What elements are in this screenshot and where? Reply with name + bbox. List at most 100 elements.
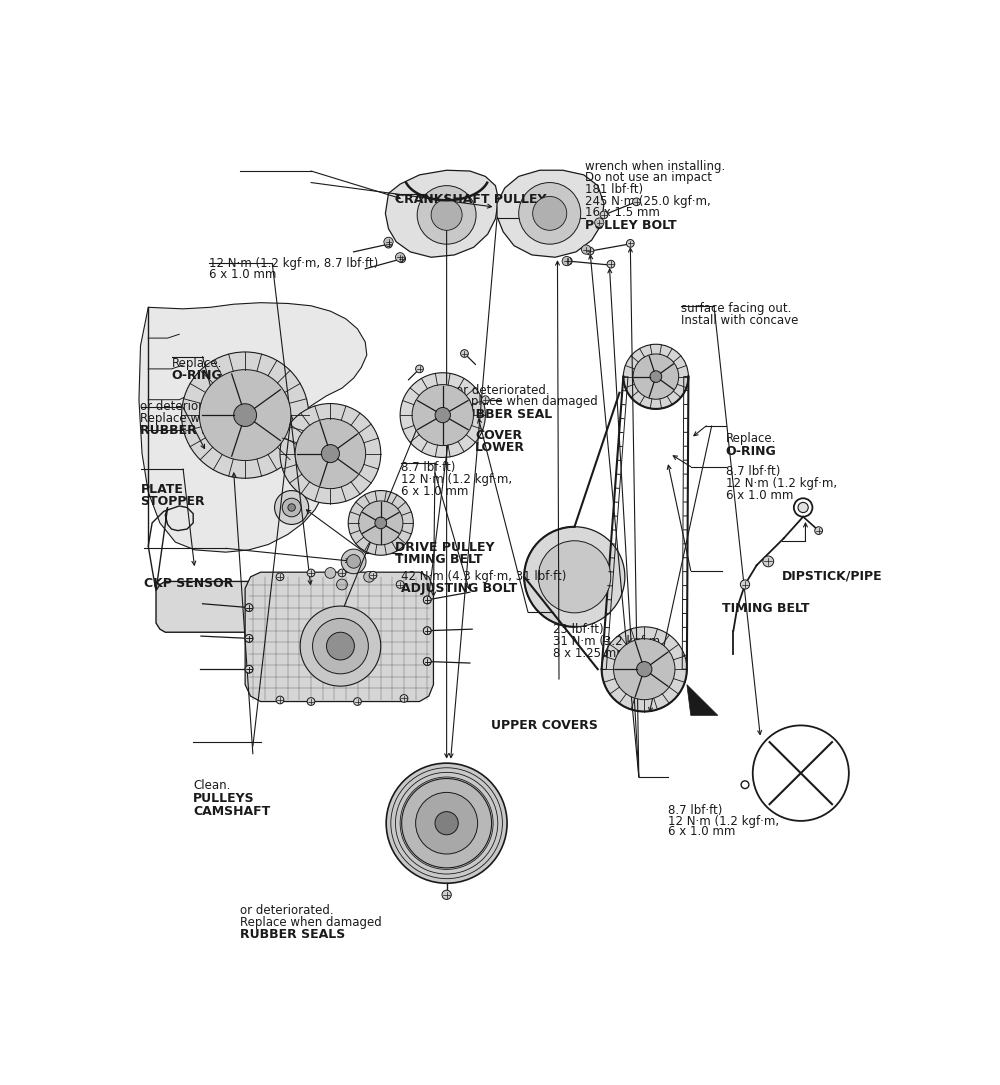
Circle shape (564, 257, 572, 265)
Circle shape (325, 567, 336, 578)
Circle shape (307, 570, 315, 577)
Circle shape (595, 218, 604, 227)
Text: 42 N·m (4.3 kgf·m, 31 lbf·ft): 42 N·m (4.3 kgf·m, 31 lbf·ft) (401, 570, 566, 583)
Text: RUBBER SEALS: RUBBER SEALS (240, 929, 345, 942)
Circle shape (245, 665, 253, 673)
Circle shape (763, 556, 774, 566)
Text: STOPPER: STOPPER (140, 496, 205, 509)
Circle shape (327, 633, 354, 660)
Circle shape (300, 607, 381, 686)
Text: TIMING BELT: TIMING BELT (722, 601, 809, 614)
Text: 23 lbf·ft): 23 lbf·ft) (553, 623, 603, 636)
Circle shape (369, 572, 377, 579)
Circle shape (338, 570, 346, 577)
Circle shape (423, 627, 431, 635)
Text: DRIVE PULLEY: DRIVE PULLEY (395, 540, 494, 553)
Circle shape (533, 196, 567, 230)
Text: ADJUSTING BOLT: ADJUSTING BOLT (401, 583, 517, 596)
Text: 6 x 1.0 mm: 6 x 1.0 mm (401, 485, 468, 498)
Circle shape (375, 518, 387, 528)
Circle shape (607, 260, 615, 268)
Text: or deteriorated.: or deteriorated. (140, 400, 234, 413)
Polygon shape (497, 170, 604, 257)
Circle shape (412, 384, 473, 446)
Text: COVER: COVER (475, 429, 522, 442)
Circle shape (288, 503, 295, 511)
Circle shape (563, 257, 571, 265)
Text: DIPSTICK/PIPE: DIPSTICK/PIPE (782, 570, 883, 583)
Text: Clean.: Clean. (193, 779, 231, 792)
Circle shape (245, 603, 253, 612)
Text: Replace.: Replace. (726, 432, 776, 445)
Circle shape (417, 186, 476, 244)
Circle shape (582, 245, 590, 254)
Circle shape (234, 404, 257, 426)
Text: or deteriorated.: or deteriorated. (240, 904, 333, 917)
Circle shape (524, 526, 625, 627)
Text: or deteriorated.: or deteriorated. (456, 383, 550, 396)
Circle shape (385, 238, 392, 245)
Circle shape (614, 639, 675, 700)
Circle shape (637, 662, 652, 677)
Text: UPPER COVERS: UPPER COVERS (491, 719, 598, 732)
Circle shape (740, 579, 750, 589)
Text: TIMING BELT: TIMING BELT (395, 553, 482, 566)
Circle shape (400, 694, 408, 702)
Circle shape (423, 596, 431, 603)
Circle shape (348, 490, 413, 556)
Text: CKP SENSOR: CKP SENSOR (144, 577, 234, 590)
Circle shape (282, 498, 301, 516)
Text: 31 N·m (3.2 kgf·m,: 31 N·m (3.2 kgf·m, (553, 635, 664, 648)
Text: Do not use an impact: Do not use an impact (585, 171, 712, 184)
Circle shape (650, 371, 662, 382)
Circle shape (354, 698, 361, 705)
Text: 8.7 lbf·ft): 8.7 lbf·ft) (726, 465, 780, 478)
Circle shape (633, 197, 640, 206)
Circle shape (359, 501, 403, 545)
Polygon shape (385, 170, 499, 257)
Text: LOWER: LOWER (475, 442, 525, 455)
Text: RUBBER SEAL: RUBBER SEAL (140, 424, 237, 437)
Text: PLATE: PLATE (140, 483, 183, 496)
Circle shape (798, 502, 808, 512)
Text: 12 N·m (1.2 kgf·m,: 12 N·m (1.2 kgf·m, (668, 815, 779, 828)
Circle shape (623, 344, 688, 409)
Circle shape (519, 182, 581, 244)
Text: wrench when installing.: wrench when installing. (585, 159, 726, 173)
Circle shape (423, 658, 431, 665)
Text: RUBBER SEAL: RUBBER SEAL (456, 408, 552, 421)
Circle shape (398, 255, 406, 263)
Circle shape (423, 627, 431, 635)
Text: 245 N·m (25.0 kgf·m,: 245 N·m (25.0 kgf·m, (585, 194, 711, 207)
Circle shape (435, 812, 458, 834)
Circle shape (395, 253, 405, 261)
Text: 6 x 1.0 mm: 6 x 1.0 mm (209, 268, 276, 281)
Text: 181 lbf·ft): 181 lbf·ft) (585, 183, 643, 196)
Text: Replace when damaged: Replace when damaged (140, 412, 282, 425)
Circle shape (245, 635, 253, 642)
Text: CRANKSHAFT PULLEY: CRANKSHAFT PULLEY (395, 193, 546, 206)
Text: 12 N·m (1.2 kgf·m, 8.7 lbf·ft): 12 N·m (1.2 kgf·m, 8.7 lbf·ft) (209, 256, 378, 269)
Circle shape (626, 240, 634, 247)
Circle shape (595, 219, 603, 227)
Circle shape (385, 240, 392, 248)
Text: Install with concave: Install with concave (681, 315, 799, 328)
Circle shape (581, 245, 591, 254)
Text: 8.7 lbf·ft): 8.7 lbf·ft) (401, 461, 455, 474)
Polygon shape (245, 572, 433, 702)
Circle shape (384, 238, 393, 246)
Circle shape (602, 627, 687, 712)
Circle shape (341, 549, 366, 574)
Circle shape (416, 365, 423, 373)
Circle shape (416, 792, 478, 854)
Text: surface facing out.: surface facing out. (681, 303, 792, 316)
Circle shape (482, 396, 489, 404)
Text: 6 x 1.0 mm: 6 x 1.0 mm (726, 488, 793, 501)
Circle shape (245, 635, 253, 642)
Circle shape (423, 596, 431, 603)
Circle shape (313, 618, 368, 674)
Circle shape (321, 445, 339, 462)
Circle shape (753, 726, 849, 821)
Circle shape (199, 370, 291, 460)
Polygon shape (687, 685, 718, 715)
